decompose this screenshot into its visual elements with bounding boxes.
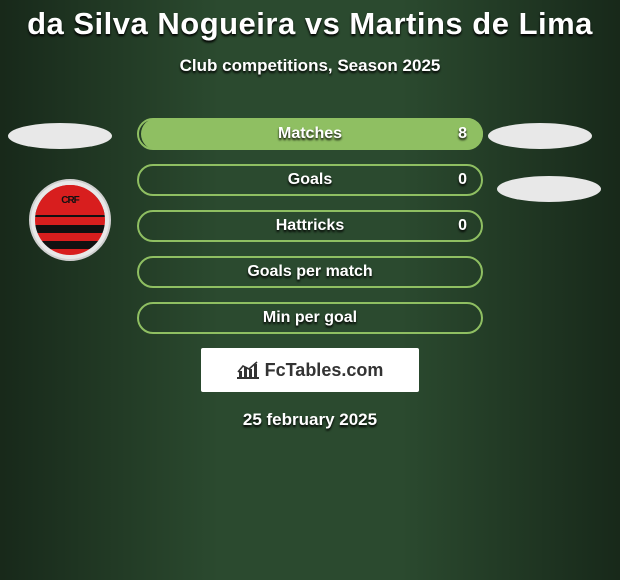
page-title: da Silva Nogueira vs Martins de Lima	[0, 6, 620, 42]
stat-bars: Matches 8 Goals 0 Hattricks 0 Goals per match M…	[137, 118, 483, 334]
club-monogram: CRF	[61, 195, 79, 206]
club-crest-inner: CRF	[35, 185, 105, 255]
date-text: 25 february 2025	[0, 410, 620, 430]
player-badge-left	[8, 123, 112, 149]
stat-label: Matches	[278, 125, 342, 143]
stat-label: Goals per match	[247, 263, 372, 281]
player-badge-right-2	[497, 176, 601, 202]
stat-value-right: 0	[458, 217, 467, 235]
stat-bar: Goals 0	[137, 164, 483, 196]
chart-icon	[237, 361, 259, 379]
stat-value-right: 0	[458, 171, 467, 189]
stat-bar: Hattricks 0	[137, 210, 483, 242]
stat-bar: Min per goal	[137, 302, 483, 334]
brand-text: FcTables.com	[265, 360, 384, 381]
subtitle: Club competitions, Season 2025	[0, 56, 620, 76]
stat-bar: Matches 8	[137, 118, 483, 150]
club-crest: CRF	[29, 179, 111, 261]
club-crest-top: CRF	[35, 185, 105, 215]
player-badge-right	[488, 123, 592, 149]
stat-label: Min per goal	[263, 309, 357, 327]
stat-label: Hattricks	[276, 217, 344, 235]
brand-badge: FcTables.com	[201, 348, 419, 392]
stat-bar: Goals per match	[137, 256, 483, 288]
stat-value-right: 8	[458, 125, 467, 143]
stat-label: Goals	[288, 171, 332, 189]
